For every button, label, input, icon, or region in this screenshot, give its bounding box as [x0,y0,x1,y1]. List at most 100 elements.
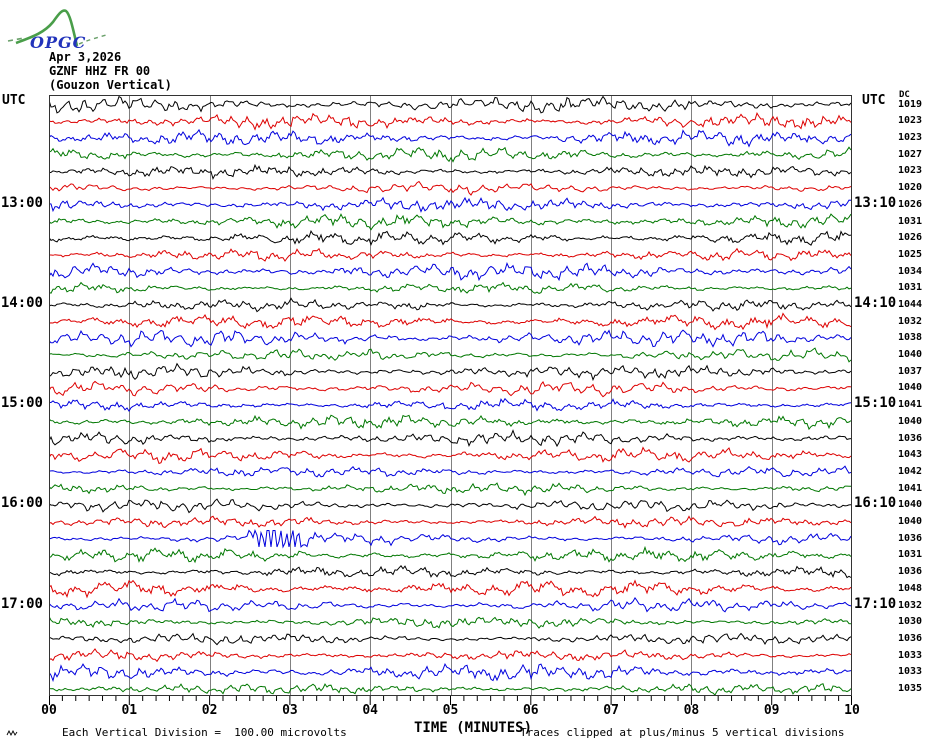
seismic-trace [49,579,852,599]
dc-value: 1032 [898,315,923,327]
seismic-trace [49,329,852,348]
seismic-trace [49,683,852,696]
dc-value: 1023 [898,165,923,177]
dc-value: 1036 [898,432,923,444]
utc-right-label: UTC [862,93,886,108]
seismic-trace [49,229,852,246]
dc-value: 1040 [898,349,923,361]
dc-value: 1027 [898,148,923,160]
dc-value: 1042 [898,465,923,477]
seismic-trace [49,529,852,549]
hour-label-left: 16:00 [0,495,43,512]
dc-value: 1048 [898,582,923,594]
utc-left-label: UTC [2,93,26,108]
seismic-trace [49,247,852,262]
seismic-trace [49,213,852,231]
dc-value: 1036 [898,632,923,644]
seismic-trace [49,312,852,331]
dc-value: 1040 [898,499,923,511]
x-tick-label: 00 [41,703,57,718]
seismic-trace [49,545,852,564]
seismic-trace [49,565,852,579]
seismogram-canvas [49,95,852,696]
x-tick-label: 08 [683,703,700,718]
seismic-trace [49,163,852,181]
dc-value: 1036 [898,532,923,544]
hour-label-left: 15:00 [0,395,43,412]
dc-value: 1025 [898,248,923,260]
dc-value: 1030 [898,616,923,628]
dc-value: 1041 [898,399,923,411]
seismogram-plot [49,95,852,696]
x-tick-label: 09 [763,703,780,718]
hour-label-right: 17:10 [854,595,897,612]
x-tick-label: 03 [282,703,298,718]
seismic-trace [49,446,852,465]
logo-dash-right [78,34,107,45]
opgc-logo: OPGC [7,9,107,52]
x-tick-label: 02 [201,703,218,718]
seismic-trace [49,648,852,663]
dc-value: 1040 [898,516,923,528]
dc-value: 1026 [898,232,923,244]
x-tick-label: 06 [522,703,539,718]
seismic-trace [49,95,852,114]
dc-value: 1040 [898,415,923,427]
dc-value: 1038 [898,332,923,344]
dc-value: 1020 [898,182,923,194]
dc-value: 1033 [898,666,923,678]
dc-value: 1026 [898,198,923,210]
x-tick-label: 01 [121,703,138,718]
dc-value: 1035 [898,682,923,694]
dc-value: 1032 [898,599,923,611]
dc-value: 1031 [898,549,923,561]
hour-label-right: 16:10 [854,495,897,512]
seismic-trace [49,515,852,529]
seismic-trace [49,146,852,163]
seismic-trace [49,662,852,683]
dc-value: 1033 [898,649,923,661]
seismic-trace [49,362,852,382]
dc-value: 1023 [898,132,923,144]
seismic-trace [49,347,852,363]
hour-label-right: 14:10 [854,295,897,312]
x-tick-label: 10 [844,703,860,718]
seismic-trace [49,429,852,448]
logo-dash-left [7,37,25,42]
seismic-trace [49,380,852,398]
seismic-trace [49,128,852,148]
seismic-trace [49,482,851,497]
dc-value: 1043 [898,449,923,461]
dc-value: 1019 [898,98,923,110]
seismic-traces [49,95,852,696]
plot-frame [49,95,852,696]
vertical-division-note: Each Vertical Division = 100.00 microvol… [62,726,347,739]
x-tick-label: 07 [603,703,619,718]
dc-value: 1037 [898,365,923,377]
minute-gridlines [129,95,773,696]
seismic-trace [49,281,852,294]
dc-value: 1031 [898,215,923,227]
date-label: Apr 3,2026 [49,50,122,64]
dc-value: 1031 [898,282,923,294]
station-code-label: GZNF HHZ FR 00 [49,64,151,78]
logo-text: OPGC [30,33,86,52]
seismic-trace [49,632,852,646]
seismic-trace [49,498,852,514]
seismic-trace [49,111,852,131]
dc-value: 1040 [898,382,923,394]
seismic-trace [49,414,852,431]
x-axis-ticks [49,696,852,705]
x-axis-title: TIME (MINUTES) [414,720,533,736]
dc-value: 1036 [898,566,923,578]
seismic-trace [49,262,852,282]
seismic-trace [49,297,852,313]
seismic-trace [49,616,852,629]
clipping-note: Traces clipped at plus/minus 5 vertical … [520,726,845,739]
seismic-trace [49,397,852,413]
hour-label-right: 15:10 [854,395,897,412]
dc-value: 1041 [898,482,923,494]
station-name-label: (Gouzon Vertical) [49,78,172,92]
seismic-trace [49,180,852,196]
